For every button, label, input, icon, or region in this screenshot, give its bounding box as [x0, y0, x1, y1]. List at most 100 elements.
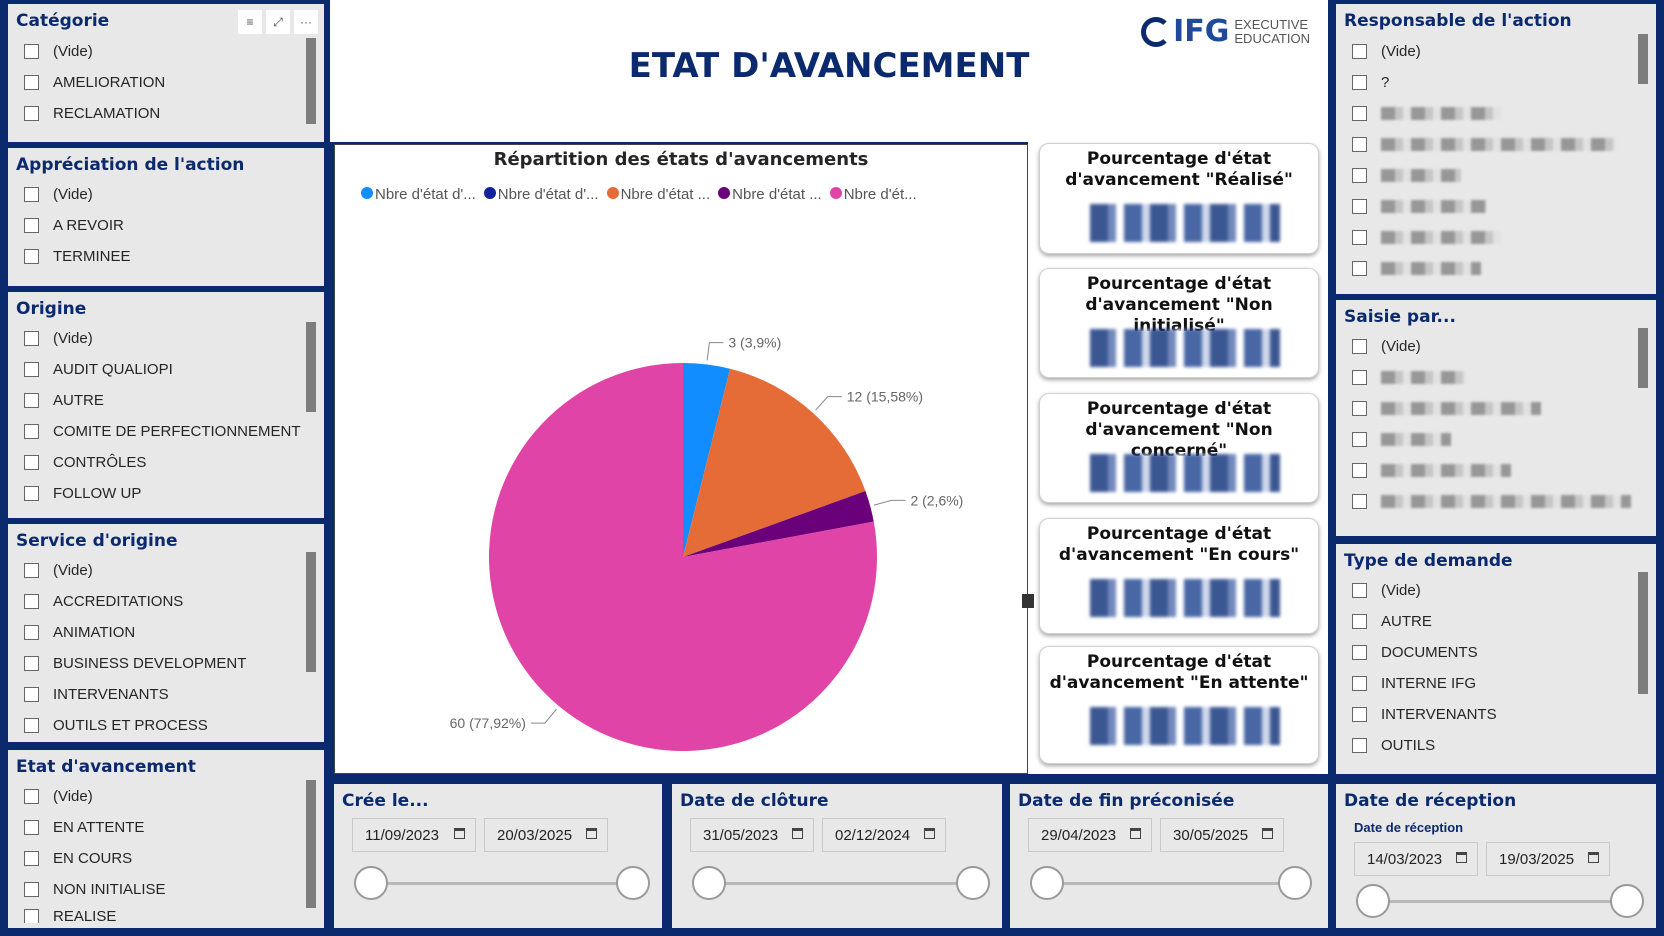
end-date-input[interactable]: 20/03/2025	[484, 818, 608, 852]
slicer-option[interactable]: EN ATTENTE	[24, 816, 144, 838]
slicer-option[interactable]: NON INITIALISE	[24, 878, 166, 900]
checkbox[interactable]	[24, 593, 39, 609]
calendar-icon[interactable]	[1588, 852, 1599, 863]
checkbox[interactable]	[24, 562, 39, 578]
scrollbar[interactable]	[306, 322, 316, 412]
slicer-option[interactable]: (Vide)	[1352, 335, 1421, 357]
slicer-option[interactable]: OUTILS ET PROCESS	[24, 714, 208, 736]
kpi-card-en-attente[interactable]: Pourcentage d'état d'avancement "En atten…	[1039, 646, 1319, 764]
slicer-option[interactable]	[1352, 195, 1486, 217]
slicer-option[interactable]: ANIMATION	[24, 621, 135, 643]
kpi-card-non-concerne[interactable]: Pourcentage d'état d'avancement "Non conc…	[1039, 393, 1319, 503]
slicer-option[interactable]: (Vide)	[24, 785, 93, 807]
slicer-option[interactable]	[1352, 226, 1501, 248]
kpi-card-realise[interactable]: Pourcentage d'état d'avancement "Réalisé"	[1039, 143, 1319, 254]
slicer-option[interactable]: AUTRE	[24, 389, 104, 411]
slicer-option[interactable]: ACCREDITATIONS	[24, 590, 183, 612]
range-track[interactable]	[708, 882, 970, 885]
slicer-option[interactable]: RECLAMATION	[24, 102, 160, 124]
slicer-option[interactable]: EN COURS	[24, 847, 132, 869]
start-date-input[interactable]: 11/09/2023	[352, 818, 476, 852]
more-options-icon[interactable]: ···	[294, 10, 318, 34]
slicer-option[interactable]: COMITE DE PERFECTIONNEMENT	[24, 420, 301, 442]
checkbox[interactable]	[24, 248, 39, 264]
checkbox[interactable]	[1352, 105, 1367, 121]
checkbox[interactable]	[24, 330, 39, 346]
checkbox[interactable]	[24, 881, 39, 897]
checkbox[interactable]	[24, 717, 39, 733]
checkbox[interactable]	[1352, 675, 1367, 691]
slicer-option[interactable]	[1352, 459, 1511, 481]
checkbox[interactable]	[1352, 462, 1367, 478]
pie-slice[interactable]	[683, 491, 874, 557]
range-end-handle[interactable]	[616, 866, 650, 900]
calendar-icon[interactable]	[1456, 852, 1467, 863]
checkbox[interactable]	[1352, 198, 1367, 214]
slicer-option[interactable]: (Vide)	[24, 183, 93, 205]
checkbox[interactable]	[1352, 229, 1367, 245]
slicer-option[interactable]: AUDIT QUALIOPI	[24, 358, 173, 380]
slicer-option[interactable]	[1352, 133, 1616, 155]
range-start-handle[interactable]	[354, 866, 388, 900]
slicer-option[interactable]	[1352, 366, 1466, 388]
calendar-icon[interactable]	[792, 828, 803, 839]
start-date-input[interactable]: 31/05/2023	[690, 818, 814, 852]
checkbox[interactable]	[24, 655, 39, 671]
calendar-icon[interactable]	[586, 828, 597, 839]
slicer-option[interactable]: OUTILS	[1352, 734, 1435, 756]
checkbox[interactable]	[24, 361, 39, 377]
slicer-option[interactable]: ?	[1352, 71, 1389, 93]
slicer-option[interactable]: CONTRÔLES	[24, 451, 146, 473]
slicer-option[interactable]: (Vide)	[1352, 579, 1421, 601]
kpi-card-en-cours[interactable]: Pourcentage d'état d'avancement "En cours…	[1039, 518, 1319, 634]
legend-item[interactable]: Nbre d'état ...	[718, 186, 822, 203]
filter-icon[interactable]: ≡	[238, 10, 262, 34]
focus-mode-icon[interactable]: ⤢	[266, 10, 290, 34]
kpi-card-non-initialise[interactable]: Pourcentage d'état d'avancement "Non init…	[1039, 268, 1319, 378]
pie-slice[interactable]	[683, 363, 731, 557]
resize-handle[interactable]	[1022, 594, 1034, 608]
end-date-input[interactable]: 30/05/2025	[1160, 818, 1284, 852]
scrollbar[interactable]	[1638, 572, 1648, 694]
scrollbar[interactable]	[306, 780, 316, 908]
slicer-option[interactable]: INTERVENANTS	[1352, 703, 1497, 725]
checkbox[interactable]	[24, 423, 39, 439]
checkbox[interactable]	[1352, 582, 1367, 598]
end-date-input[interactable]: 02/12/2024	[822, 818, 946, 852]
checkbox[interactable]	[1352, 369, 1367, 385]
checkbox[interactable]	[1352, 167, 1367, 183]
calendar-icon[interactable]	[454, 828, 465, 839]
checkbox[interactable]	[1352, 613, 1367, 629]
slicer-option[interactable]	[1352, 490, 1631, 512]
slicer-option[interactable]: TERMINEE	[24, 245, 131, 267]
checkbox[interactable]	[24, 392, 39, 408]
checkbox[interactable]	[24, 454, 39, 470]
checkbox[interactable]	[24, 909, 39, 923]
range-end-handle[interactable]	[1610, 884, 1644, 918]
slicer-option[interactable]: BUSINESS DEVELOPMENT	[24, 652, 246, 674]
scrollbar[interactable]	[306, 552, 316, 672]
checkbox[interactable]	[1352, 706, 1367, 722]
scrollbar[interactable]	[1638, 34, 1648, 84]
checkbox[interactable]	[1352, 400, 1367, 416]
checkbox[interactable]	[1352, 338, 1367, 354]
pie-slice[interactable]	[683, 368, 866, 557]
checkbox[interactable]	[1352, 737, 1367, 753]
slicer-option[interactable]	[1352, 397, 1541, 419]
slicer-option[interactable]: (Vide)	[24, 327, 93, 349]
legend-item[interactable]: Nbre d'état d'...	[483, 186, 599, 203]
range-start-handle[interactable]	[1030, 866, 1064, 900]
checkbox[interactable]	[24, 850, 39, 866]
slicer-option[interactable]: REALISE	[24, 909, 116, 923]
range-track[interactable]	[1046, 882, 1296, 885]
range-end-handle[interactable]	[956, 866, 990, 900]
checkbox[interactable]	[24, 43, 39, 59]
scrollbar[interactable]	[1638, 328, 1648, 388]
range-track[interactable]	[1372, 900, 1626, 903]
slicer-option[interactable]: (Vide)	[24, 559, 93, 581]
slicer-option[interactable]	[1352, 428, 1451, 450]
start-date-input[interactable]: 14/03/2023	[1354, 842, 1478, 876]
checkbox[interactable]	[24, 186, 39, 202]
checkbox[interactable]	[1352, 74, 1367, 90]
slicer-option[interactable]	[1352, 102, 1501, 124]
